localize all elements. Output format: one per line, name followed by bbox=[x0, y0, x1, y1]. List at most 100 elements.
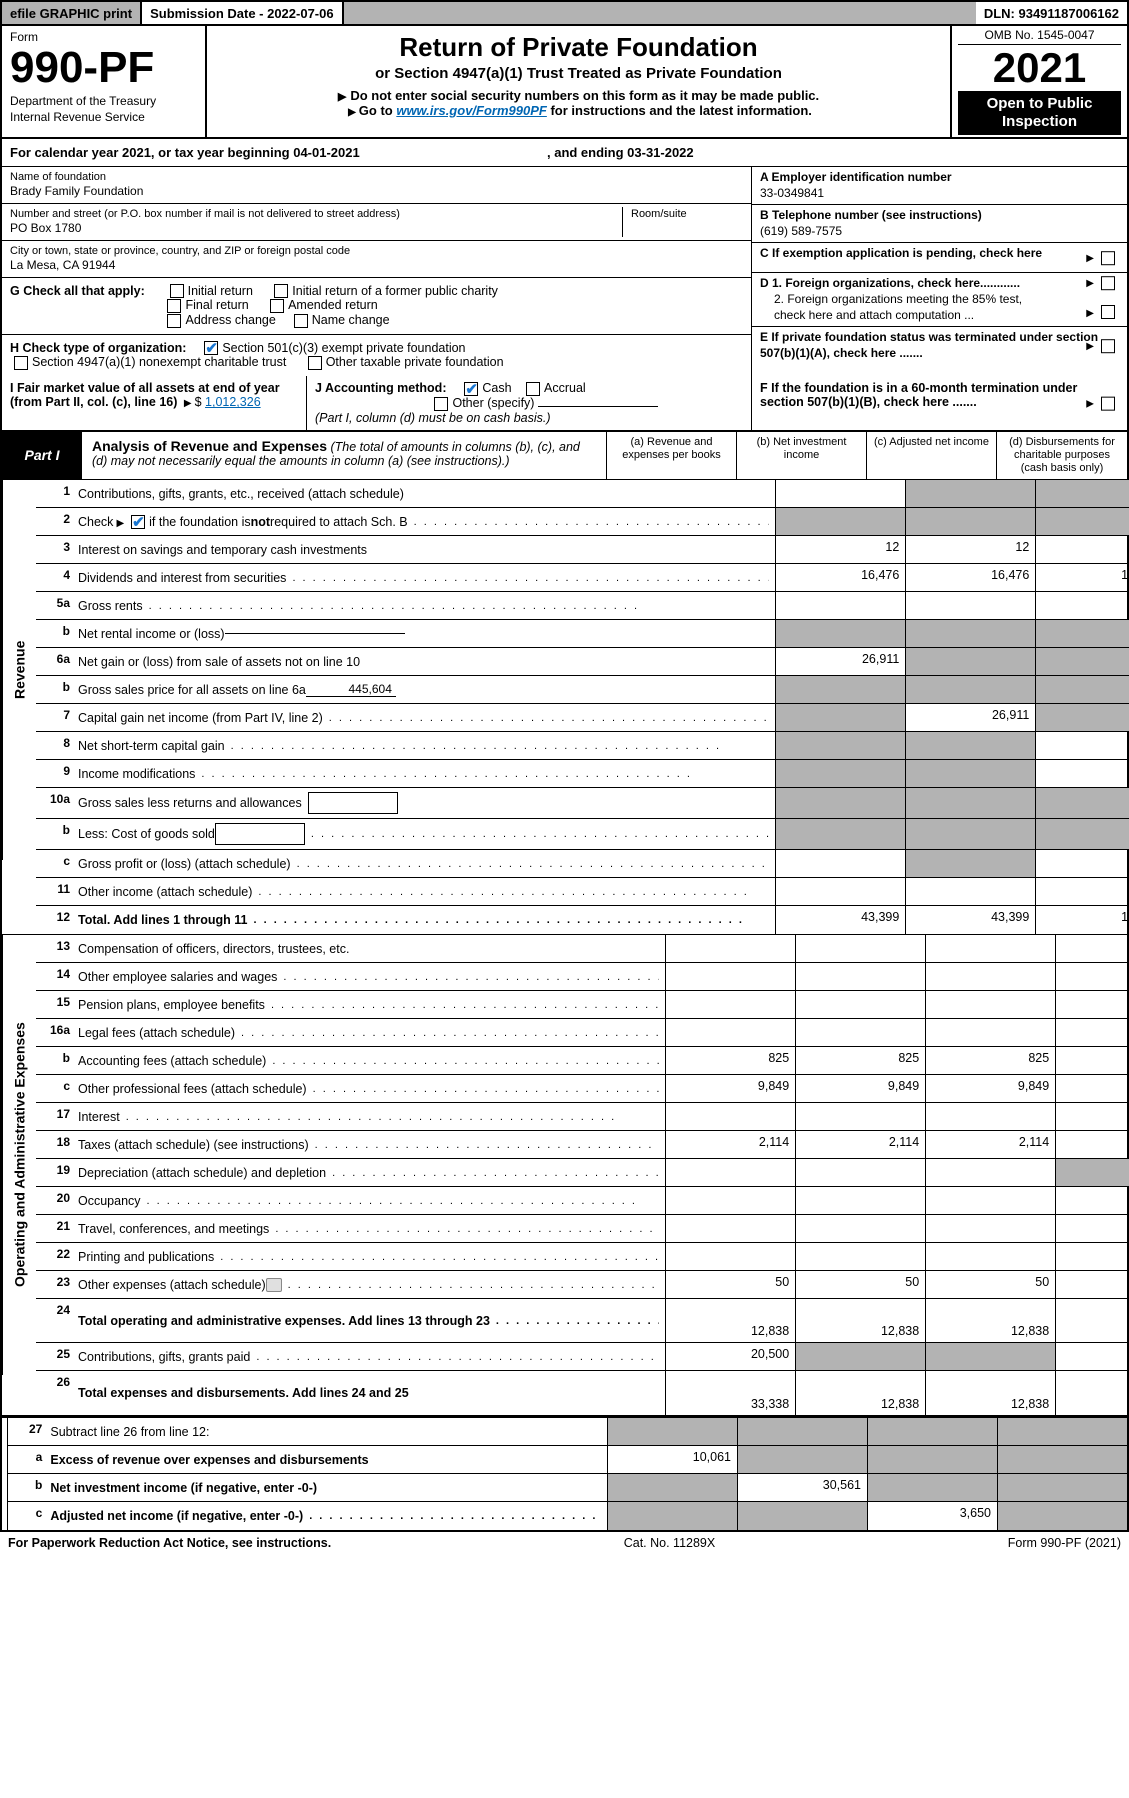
chk-address-change[interactable] bbox=[167, 314, 181, 328]
j-box: J Accounting method: Cash Accrual Other … bbox=[307, 376, 752, 429]
dln-label: DLN: 93491187006162 bbox=[976, 2, 1127, 24]
l10c-a bbox=[775, 850, 905, 877]
attachment-icon[interactable] bbox=[266, 1278, 282, 1292]
l27c-a bbox=[607, 1502, 737, 1530]
l6a-desc: Net gain or (loss) from sale of assets n… bbox=[76, 648, 775, 675]
l27-desc: Subtract line 26 from line 12: bbox=[48, 1418, 607, 1445]
line-16c: c Other professional fees (attach schedu… bbox=[36, 1075, 1129, 1103]
l2-b bbox=[905, 508, 1035, 535]
l8-d: Net short-term capital gain bbox=[78, 739, 225, 753]
l27c-num: c bbox=[8, 1502, 48, 1530]
l5b-c bbox=[1035, 620, 1129, 647]
header-mid: Return of Private Foundation or Section … bbox=[207, 26, 952, 137]
l6a-a: 26,911 bbox=[775, 648, 905, 675]
chk-accrual[interactable] bbox=[526, 382, 540, 396]
l13-desc: Compensation of officers, directors, tru… bbox=[76, 935, 665, 962]
l21-num: 21 bbox=[36, 1215, 76, 1242]
chk-initial-return[interactable] bbox=[170, 284, 184, 298]
l1-a bbox=[775, 480, 905, 507]
l23-c: 50 bbox=[925, 1271, 1055, 1298]
l26-desc: Total expenses and disbursements. Add li… bbox=[76, 1371, 665, 1415]
l7-b: 26,911 bbox=[905, 704, 1035, 731]
l15-desc: Pension plans, employee benefits bbox=[76, 991, 665, 1018]
omb-no: OMB No. 1545-0047 bbox=[958, 28, 1121, 45]
l2c: required to attach Sch. B bbox=[270, 515, 408, 529]
l11-b bbox=[905, 878, 1035, 905]
chk-other-specify[interactable] bbox=[434, 397, 448, 411]
l7-c bbox=[1035, 704, 1129, 731]
l2-c bbox=[1035, 508, 1129, 535]
l15-a bbox=[665, 991, 795, 1018]
l12-d: Total. Add lines 1 through 11 bbox=[78, 913, 247, 927]
chk-d2[interactable] bbox=[1101, 305, 1115, 319]
l2-num: 2 bbox=[36, 508, 76, 535]
l25-b bbox=[795, 1343, 925, 1370]
chk-501c3[interactable] bbox=[204, 341, 218, 355]
j-label: J Accounting method: bbox=[315, 381, 446, 395]
l18-num: 18 bbox=[36, 1131, 76, 1158]
part1-tag: Part I bbox=[2, 432, 82, 480]
l27a-b bbox=[737, 1446, 867, 1473]
g5: Address change bbox=[185, 313, 275, 327]
line-2: 2 Check if the foundation is not require… bbox=[36, 508, 1129, 536]
chk-schb[interactable] bbox=[131, 515, 145, 529]
page-footer: For Paperwork Reduction Act Notice, see … bbox=[0, 1532, 1129, 1570]
revenue-vlabel: Revenue bbox=[2, 480, 36, 860]
l27c-b bbox=[737, 1502, 867, 1530]
l17-d bbox=[1055, 1103, 1129, 1130]
chk-e[interactable] bbox=[1101, 339, 1115, 353]
l16c-dd bbox=[1055, 1075, 1129, 1102]
l19-a bbox=[665, 1159, 795, 1186]
l6b-desc: Gross sales price for all assets on line… bbox=[76, 676, 775, 703]
l16c-d: Other professional fees (attach schedule… bbox=[78, 1082, 307, 1096]
chk-d1[interactable] bbox=[1101, 276, 1115, 290]
l14-d bbox=[1055, 963, 1129, 990]
l16a-b bbox=[795, 1019, 925, 1046]
i-value-link[interactable]: 1,012,326 bbox=[205, 395, 261, 409]
l5a-desc: Gross rents bbox=[76, 592, 775, 619]
l10b-a bbox=[775, 819, 905, 849]
chk-final-return[interactable] bbox=[167, 299, 181, 313]
l18-d: Taxes (attach schedule) (see instruction… bbox=[78, 1138, 309, 1152]
city-row: City or town, state or province, country… bbox=[2, 241, 751, 278]
line-26: 26 Total expenses and disbursements. Add… bbox=[36, 1371, 1129, 1415]
chk-f[interactable] bbox=[1101, 396, 1115, 410]
chk-amended[interactable] bbox=[270, 299, 284, 313]
l16c-b: 9,849 bbox=[795, 1075, 925, 1102]
chk-initial-former[interactable] bbox=[274, 284, 288, 298]
h2: Section 4947(a)(1) nonexempt charitable … bbox=[32, 355, 286, 369]
chk-other-taxable[interactable] bbox=[308, 356, 322, 370]
col-a-hdr: (a) Revenue and expenses per books bbox=[607, 432, 737, 480]
line-6a: 6a Net gain or (loss) from sale of asset… bbox=[36, 648, 1129, 676]
chk-4947[interactable] bbox=[14, 356, 28, 370]
l14-d: Other employee salaries and wages bbox=[78, 970, 277, 984]
chk-cash[interactable] bbox=[464, 382, 478, 396]
l25-dd: 20,500 bbox=[1055, 1343, 1129, 1370]
line-12: 12 Total. Add lines 1 through 11 43,399 … bbox=[36, 906, 1129, 934]
e-row: E If private foundation status was termi… bbox=[752, 327, 1127, 364]
l5b-desc: Net rental income or (loss) bbox=[76, 620, 775, 647]
irs-link[interactable]: www.irs.gov/Form990PF bbox=[396, 103, 547, 118]
line-27c: c Adjusted net income (if negative, ente… bbox=[8, 1502, 1127, 1530]
l9-a bbox=[775, 760, 905, 787]
l19-b bbox=[795, 1159, 925, 1186]
l10a-c bbox=[1035, 788, 1129, 818]
i-box: I Fair market value of all assets at end… bbox=[2, 376, 307, 429]
l17-d: Interest bbox=[78, 1110, 120, 1124]
line-16b: b Accounting fees (attach schedule) 8258… bbox=[36, 1047, 1129, 1075]
addr-label: Number and street (or P.O. box number if… bbox=[10, 207, 614, 221]
l21-d bbox=[1055, 1215, 1129, 1242]
l9-desc: Income modifications bbox=[76, 760, 775, 787]
chk-name-change[interactable] bbox=[294, 314, 308, 328]
opex-section: Operating and Administrative Expenses 13… bbox=[0, 935, 1129, 1416]
l10c-d: Gross profit or (loss) (attach schedule) bbox=[78, 857, 291, 871]
l4-a: 16,476 bbox=[775, 564, 905, 591]
j-note: (Part I, column (d) must be on cash basi… bbox=[315, 411, 551, 425]
chk-c[interactable] bbox=[1101, 251, 1115, 265]
l22-desc: Printing and publications bbox=[76, 1243, 665, 1270]
l14-desc: Other employee salaries and wages bbox=[76, 963, 665, 990]
l27a-a: 10,061 bbox=[607, 1446, 737, 1473]
d2-label: 2. Foreign organizations meeting the 85%… bbox=[760, 292, 1050, 323]
l16a-dd bbox=[1055, 1019, 1129, 1046]
line-13: 13 Compensation of officers, directors, … bbox=[36, 935, 1129, 963]
